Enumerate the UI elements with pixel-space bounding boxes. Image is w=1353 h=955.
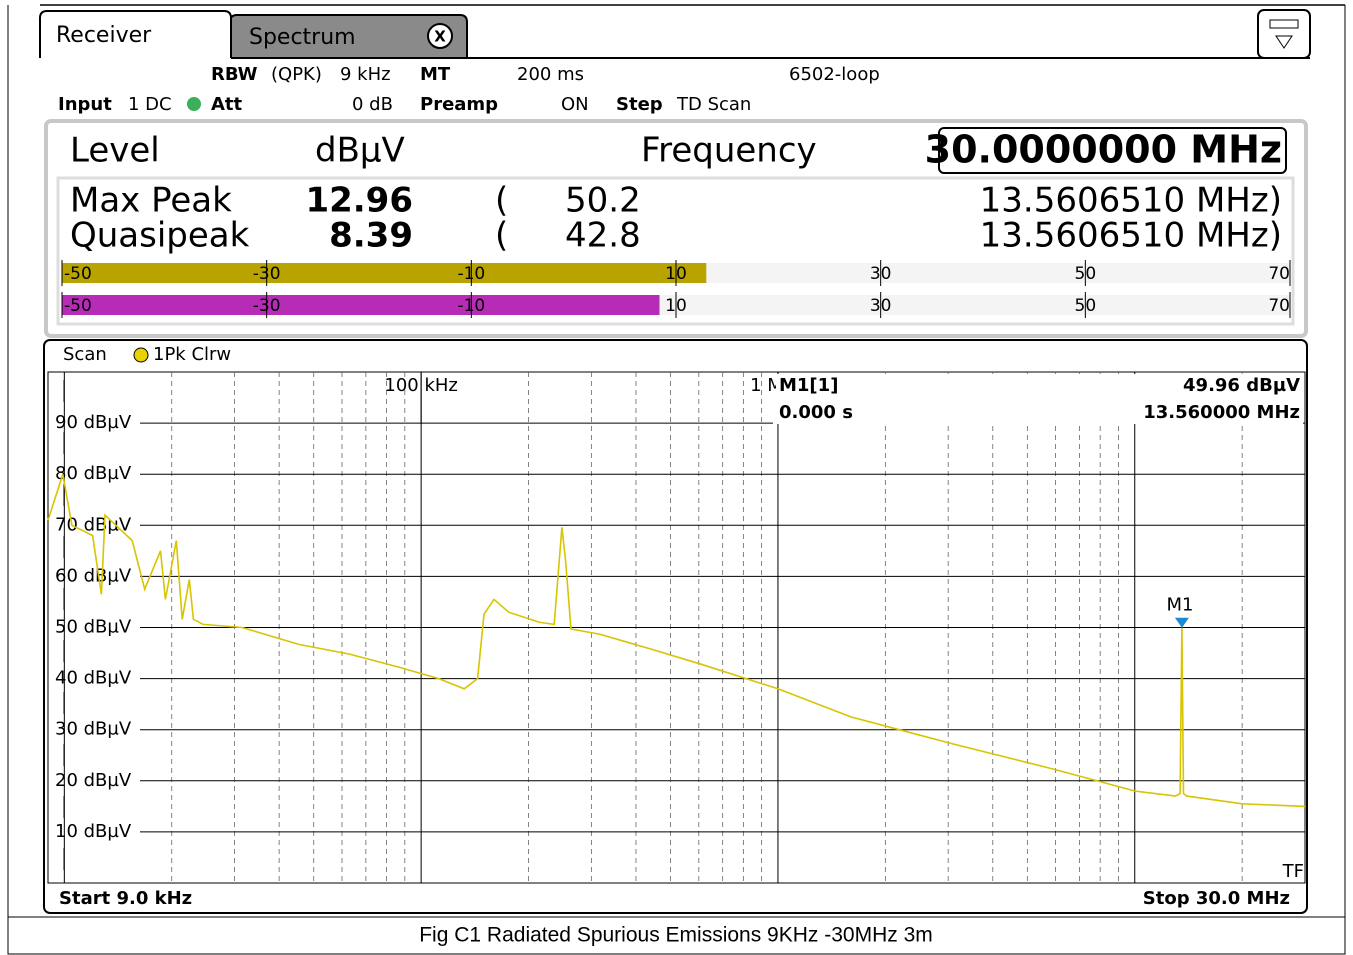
label: Att [211, 94, 243, 115]
label: RBW [211, 64, 258, 85]
marker-info-bg [776, 374, 1303, 424]
y-tick-label: 10 dBµV [55, 821, 132, 842]
marker-label: M1 [1166, 595, 1193, 616]
row-peak: 42.8 [565, 216, 641, 256]
frequency-value[interactable]: 30.0000000 MHz [925, 128, 1282, 172]
marker-name: M1[1] [779, 375, 838, 396]
label: Frequency [641, 131, 817, 171]
tf-label: TF [1282, 861, 1304, 882]
row-value: 12.96 [305, 181, 413, 221]
marker-time: 0.000 s [779, 402, 853, 423]
row-name: Quasipeak [70, 216, 250, 256]
y-tick-label: 20 dBµV [55, 770, 132, 791]
bar-tick-label: -50 [64, 264, 92, 284]
bar-tick-label: -50 [64, 296, 92, 316]
bar-tick-label: 30 [870, 296, 892, 316]
caption: Fig C1 Radiated Spurious Emissions 9KHz … [419, 924, 933, 947]
trace-indicator [133, 347, 149, 363]
label: dBµV [315, 131, 405, 171]
label: Scan [63, 344, 107, 365]
value: TD Scan [676, 94, 751, 115]
row-peak: 50.2 [565, 181, 641, 221]
bar-tick-label: 70 [1268, 296, 1290, 316]
bar-tick-label: -10 [457, 264, 485, 284]
bar-tick-label: 70 [1268, 264, 1290, 284]
start-label: Start 9.0 kHz [59, 888, 192, 909]
label: Level [70, 131, 160, 171]
value: 200 ms [517, 64, 584, 85]
value: 6502-loop [789, 64, 880, 85]
marker-level: 49.96 dBµV [1183, 375, 1300, 396]
label: Input [58, 94, 112, 115]
y-tick-label: 30 dBµV [55, 719, 132, 740]
frequency-field[interactable] [938, 127, 1287, 174]
y-tick-label: 60 dBµV [55, 565, 132, 586]
level-bar [62, 295, 660, 315]
bar-tick-label: -30 [253, 296, 281, 316]
bar-tick-label: -30 [253, 264, 281, 284]
row-value: 8.39 [329, 216, 413, 256]
marker-freq: 13.560000 MHz [1143, 402, 1300, 423]
trace [47, 473, 1306, 808]
row-freq: 13.5606510 MHz) [980, 181, 1282, 221]
caption-frame [7, 916, 1346, 955]
tab-label[interactable]: Spectrum [249, 25, 356, 50]
bar-tick-label: 50 [1075, 264, 1097, 284]
y-tick-label: 90 dBµV [55, 412, 132, 433]
marker [1174, 617, 1189, 628]
value: (QPK) [271, 64, 322, 85]
row-freq: 13.5606510 MHz) [980, 216, 1282, 256]
status-dot [187, 97, 201, 111]
bar-tick-label: 10 [665, 264, 687, 284]
close-button[interactable] [427, 23, 453, 49]
label: Preamp [420, 94, 498, 115]
bar-tick-label: -10 [457, 296, 485, 316]
y-tick-label: 40 dBµV [55, 668, 132, 689]
label: 1Pk Clrw [153, 344, 231, 365]
menu-icon[interactable] [1257, 9, 1311, 59]
icon-part [1275, 35, 1293, 49]
x-tick-label: 100 kHz [384, 375, 458, 396]
row-paren: ( [495, 181, 508, 221]
value: 1 DC [128, 94, 172, 115]
tab-label[interactable]: Receiver [56, 23, 152, 48]
stop-label: Stop 30.0 MHz [1143, 888, 1290, 909]
label: Step [616, 94, 663, 115]
row-paren: ( [495, 216, 508, 256]
y-tick-label: 50 dBµV [55, 617, 132, 638]
value: 9 kHz [340, 64, 391, 85]
bar-tick-label: 10 [665, 296, 687, 316]
label: MT [420, 64, 451, 85]
tab-receiver[interactable] [39, 10, 232, 58]
row-name: Max Peak [70, 181, 232, 221]
value: ON [561, 94, 589, 115]
close-label[interactable]: X [434, 28, 446, 46]
bar-tick-label: 30 [870, 264, 892, 284]
value: 0 dB [352, 94, 393, 115]
y-tick-label: 70 dBµV [55, 514, 132, 535]
readout-frame [56, 176, 1295, 326]
icon-part [1269, 19, 1299, 29]
level-bar [62, 263, 707, 283]
y-tick-label: 80 dBµV [55, 463, 132, 484]
bar-tick-label: 50 [1075, 296, 1097, 316]
